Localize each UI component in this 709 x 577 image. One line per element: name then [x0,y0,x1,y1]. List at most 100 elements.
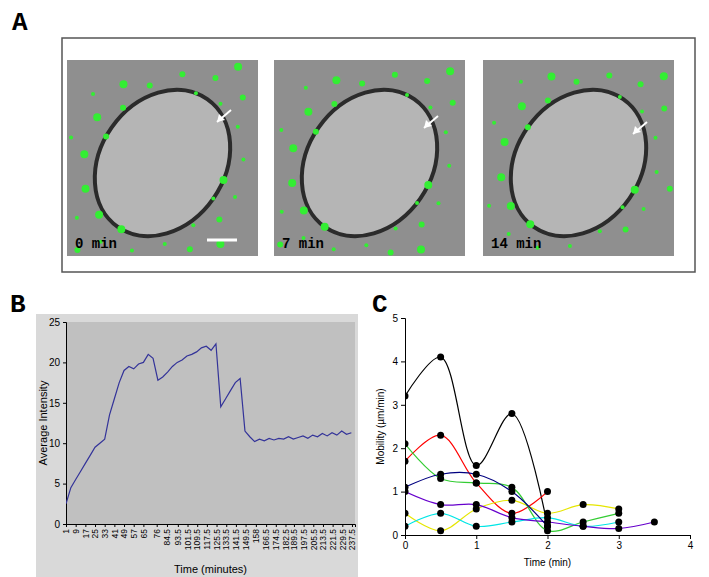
tick-mark [105,524,106,527]
tick-label: 4 [688,540,694,551]
data-point [544,523,551,530]
tick-mark [401,318,405,319]
data-point [405,510,409,517]
tick-label: 197.5 [299,529,309,551]
tick-label: 158 [251,529,261,543]
tick: 197.5 [299,524,309,550]
tick-mark [188,524,189,527]
tick-label: 3 [616,540,622,551]
data-point [437,471,444,478]
tick-mark [323,524,324,527]
arrow [424,116,438,128]
data-line [405,513,619,526]
fluorescent-spot [80,150,88,158]
fluorescent-spot [667,186,673,192]
tick-mark [178,524,179,527]
tick: 213.5 [318,524,328,550]
tick-label: 15 [49,398,61,409]
tick-mark [276,524,277,527]
fluorescent-spot [219,176,227,184]
tick-label: 125.5 [212,529,222,551]
tick: 205.5 [309,524,319,550]
fluorescent-spot [392,72,398,78]
fluorescent-spot [191,223,195,227]
tick: 41 [110,524,120,538]
chart-area [36,314,358,577]
y-axis-title: Mobility (µm/min) [375,388,386,464]
fluorescent-spot [304,108,312,116]
tick-label: 76 [152,529,162,539]
tick-mark [304,524,305,527]
tick: 25 [90,524,100,538]
fluorescent-spot [120,105,126,111]
tick: 2 [392,443,405,454]
data-point [508,410,515,417]
data-line [405,472,548,526]
tick: 1 [474,535,480,551]
tick: 2 [545,535,551,551]
tick-label: 205.5 [309,529,319,551]
tick-mark [401,405,405,406]
fluorescent-spot [661,105,667,111]
tick-label: 17 [81,529,91,539]
tick-label: 5 [54,478,60,489]
tick: 0 [392,530,405,541]
x-axis-title: Time (minutes) [174,563,247,575]
tick-mark [401,361,405,362]
data-point [473,523,480,530]
tick-mark [236,524,237,527]
tick-label: 0 [392,530,398,541]
tick-mark [63,403,66,404]
tick-mark [401,492,405,493]
fluorescent-spot [216,216,222,222]
tick: 221.5 [328,524,338,550]
tick: 76 [152,524,162,538]
tick-label: 41 [110,529,120,539]
tick-label: 49 [119,529,129,539]
axis-line [63,323,67,525]
fluorescent-spot [236,125,240,129]
fluorescent-spot [279,128,283,132]
tick: 10 [49,438,66,449]
tick-mark [401,448,405,449]
axis-line [406,536,691,540]
tick-label: 0 [54,519,60,530]
tick-mark [619,535,620,539]
fluorescent-spot [415,201,419,205]
arrow-head [217,114,225,122]
data-point [615,518,622,525]
fluorescent-spot [288,179,296,187]
tick-label: 1 [61,529,71,534]
cell-body [483,64,674,263]
micrograph: 7 min [274,60,465,262]
fluorescent-spot [655,170,659,174]
tick-mark [63,524,66,525]
panel-label: B [10,290,26,320]
fluorescent-spot [332,76,340,84]
data-point [473,501,480,508]
tick-label: 221.5 [328,529,338,551]
fluorescent-spot [289,144,297,152]
tick: 125.5 [212,524,222,550]
fluorescent-spot [623,226,629,232]
tick: 57 [129,524,139,538]
fluorescent-spot [638,81,644,87]
tick-label: 4 [392,356,398,367]
tick-label: 93.5 [173,529,183,546]
tick-label: 65 [139,529,149,539]
fluorescent-spot [75,216,79,220]
fluorescent-spot [405,93,409,97]
tick-mark [217,524,218,527]
fluorescent-spot [447,164,451,168]
tick-mark [266,524,267,527]
fluorescent-spot [69,135,73,139]
tick-mark [63,322,66,323]
tick-label: 229.5 [338,529,348,551]
fluorescent-spot [304,86,308,90]
data-point [437,432,444,439]
fluorescent-spot [419,222,425,228]
tick: 84.5 [162,524,172,546]
tick-mark [95,524,96,527]
fluorescent-spot [436,201,440,205]
fluorescent-spot [525,124,531,130]
